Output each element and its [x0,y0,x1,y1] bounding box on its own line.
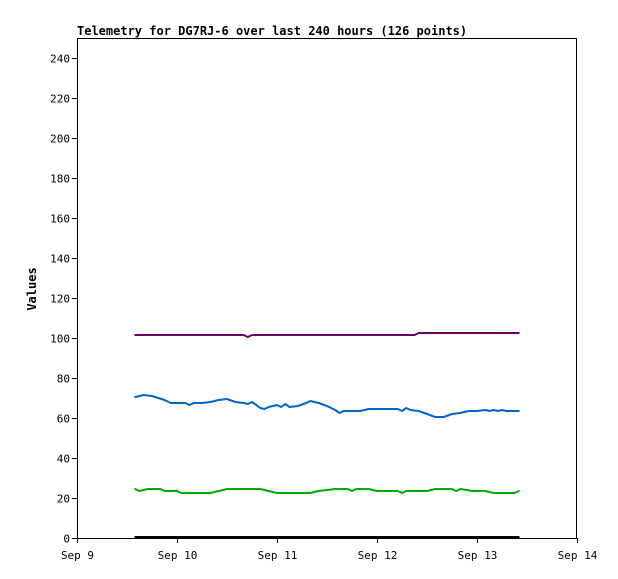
y-axis-label: Values [25,267,39,310]
y-tick-label: 140 [50,253,70,266]
y-tick-label: 80 [57,373,70,386]
y-tick-label: 160 [50,213,70,226]
x-axis: Sep 9 Sep 10 Sep 11 Sep 12 Sep 13 Sep 14 [61,538,598,562]
x-tick-label: Sep 11 [258,549,298,562]
y-tick-label: 60 [57,413,70,426]
y-axis: 0 20 40 60 80 100 120 140 160 180 200 220 240 [50,53,77,546]
x-tick-label: Sep 12 [358,549,398,562]
x-tick-label: Sep 14 [558,549,598,562]
x-tick-label: Sep 9 [61,549,94,562]
y-tick-label: 220 [50,93,70,106]
series-line-2 [134,394,520,418]
series-lines [134,332,520,538]
x-tick-label: Sep 10 [158,549,198,562]
y-tick-label: 0 [63,533,70,546]
plot-frame [77,38,577,539]
y-tick-label: 180 [50,173,70,186]
y-tick-label: 240 [50,53,70,66]
y-tick-label: 120 [50,293,70,306]
chart-title: Telemetry for DG7RJ-6 over last 240 hour… [77,24,467,38]
y-tick-label: 20 [57,493,70,506]
y-tick-label: 100 [50,333,70,346]
x-tick-label: Sep 13 [458,549,498,562]
series-line-1 [134,332,520,338]
series-line-3 [134,488,520,494]
y-tick-label: 40 [57,453,70,466]
y-tick-label: 200 [50,133,70,146]
